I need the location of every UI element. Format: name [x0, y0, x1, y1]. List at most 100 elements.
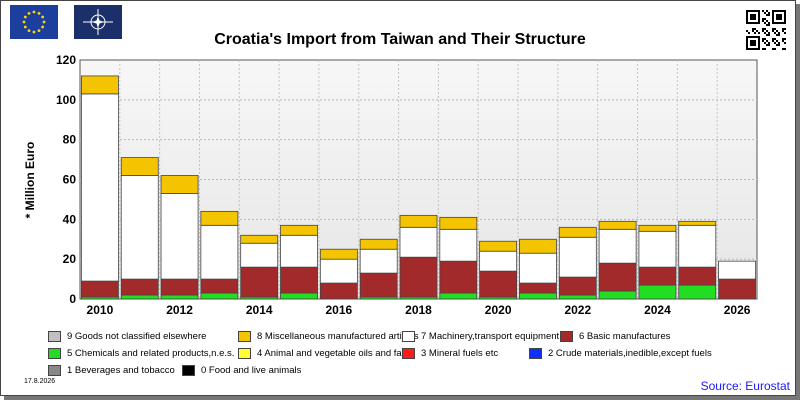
legend-item: 6 Basic manufactures	[560, 331, 670, 345]
bar-segment	[439, 216, 478, 230]
bar-segment	[519, 238, 557, 254]
legend-label: 9 Goods not classified elsewhere	[67, 331, 207, 342]
bar-segment	[80, 280, 119, 298]
y-tick-label: 80	[63, 133, 77, 147]
source-note: Source: Eurostat	[700, 379, 790, 393]
legend-swatch	[529, 348, 542, 359]
bar-segment	[280, 292, 318, 300]
legend-label: 0 Food and live animals	[201, 365, 302, 376]
x-tick-label: 2014	[246, 303, 273, 317]
legend-item: 5 Chemicals and related products,n.e.s.	[48, 348, 234, 362]
bar-segment	[319, 282, 358, 300]
bar-segment	[718, 260, 757, 280]
legend-swatch	[182, 365, 195, 376]
x-tick-label: 2026	[724, 303, 751, 317]
bar-segment	[399, 226, 438, 258]
bar-segment	[598, 220, 637, 230]
bar-segment	[399, 214, 438, 228]
legend-item: 0 Food and live animals	[182, 365, 301, 379]
bar-segment	[160, 193, 199, 280]
bar-segment	[479, 270, 518, 298]
legend-label: 4 Animal and vegetable oils and fats	[257, 348, 410, 359]
bar-segment	[678, 224, 717, 268]
x-tick-label: 2016	[325, 303, 352, 317]
x-tick-label: 2010	[87, 303, 114, 317]
bar-segment	[638, 266, 677, 286]
bar-segment	[160, 278, 199, 296]
nato-flag-icon	[74, 5, 122, 39]
legend-swatch	[238, 331, 251, 342]
bar-segment	[399, 256, 438, 298]
bar-segment	[439, 228, 478, 262]
bar-segment	[598, 228, 637, 264]
legend-label: 5 Chemicals and related products,n.e.s.	[67, 348, 235, 359]
legend-swatch	[560, 331, 573, 342]
bar-segment	[80, 75, 119, 95]
legend-swatch	[238, 348, 251, 359]
y-tick-label: 60	[63, 173, 77, 187]
bar-segment	[200, 292, 239, 300]
legend-label: 6 Basic manufactures	[579, 331, 671, 342]
legend-item: 4 Animal and vegetable oils and fats	[238, 348, 409, 362]
bar-segment	[120, 278, 159, 296]
bar-segment	[558, 276, 597, 296]
bar-segment	[240, 234, 279, 244]
y-tick-label: 100	[56, 93, 76, 107]
y-tick-label: 120	[56, 53, 76, 67]
bar-segment	[280, 224, 318, 236]
bar-segment	[598, 290, 637, 300]
x-tick-label: 2018	[405, 303, 432, 317]
bar-segment	[200, 210, 239, 226]
legend-label: 1 Beverages and tobacco	[67, 365, 175, 376]
legend-label: 2 Crude materials,inedible,except fuels	[548, 348, 712, 359]
bar-segment	[359, 248, 398, 274]
legend-label: 7 Machinery,transport equipment	[421, 331, 560, 342]
bar-segment	[160, 294, 199, 300]
x-tick-label: 2012	[166, 303, 193, 317]
bar-segment	[678, 266, 717, 286]
legend-swatch	[402, 331, 415, 342]
bar-segment	[519, 282, 557, 294]
bar-segment	[120, 175, 159, 280]
bar-segment	[439, 260, 478, 294]
legend-item: 8 Miscellaneous manufactured articles	[238, 331, 419, 345]
x-tick-label: 2020	[485, 303, 512, 317]
legend-swatch	[48, 348, 61, 359]
bar-segment	[120, 294, 159, 300]
bar-segment	[558, 294, 597, 300]
bar-segment	[359, 238, 398, 250]
bar-segment	[319, 248, 358, 260]
legend-swatch	[402, 348, 415, 359]
bar-segment	[160, 175, 199, 194]
bar-segment	[479, 250, 518, 272]
footer-date: 17.8.2026	[24, 378, 56, 385]
bar-segment	[638, 224, 677, 232]
bar-segment	[558, 236, 597, 278]
chart-title: Croatia's Import from Taiwan and Their S…	[214, 31, 586, 48]
bar-segment	[638, 284, 677, 300]
bar-segment	[120, 157, 159, 176]
qr-code-icon	[746, 10, 786, 50]
bar-segment	[519, 292, 557, 300]
bar-segment	[319, 258, 358, 284]
legend-item: 3 Mineral fuels etc	[402, 348, 498, 362]
x-tick-label: 2024	[644, 303, 671, 317]
bar-segment	[280, 234, 318, 268]
legend-swatch	[48, 331, 61, 342]
bar-segment	[479, 240, 518, 252]
bar-segment	[718, 278, 757, 300]
bar-segment	[240, 242, 279, 268]
legend-label: 8 Miscellaneous manufactured articles	[257, 331, 419, 342]
x-tick-label: 2022	[564, 303, 591, 317]
bar-segment	[638, 230, 677, 268]
bar-segment	[439, 292, 478, 300]
y-tick-label: 0	[69, 292, 76, 306]
bar-segment	[280, 266, 318, 294]
bar-segment	[200, 224, 239, 280]
bar-segment	[678, 220, 717, 226]
legend-label: 3 Mineral fuels etc	[421, 348, 499, 359]
legend: 9 Goods not classified elsewhere 8 Miscel…	[48, 331, 768, 381]
y-tick-label: 40	[63, 212, 77, 226]
bar-segment	[558, 226, 597, 238]
bar-segment	[519, 252, 557, 284]
